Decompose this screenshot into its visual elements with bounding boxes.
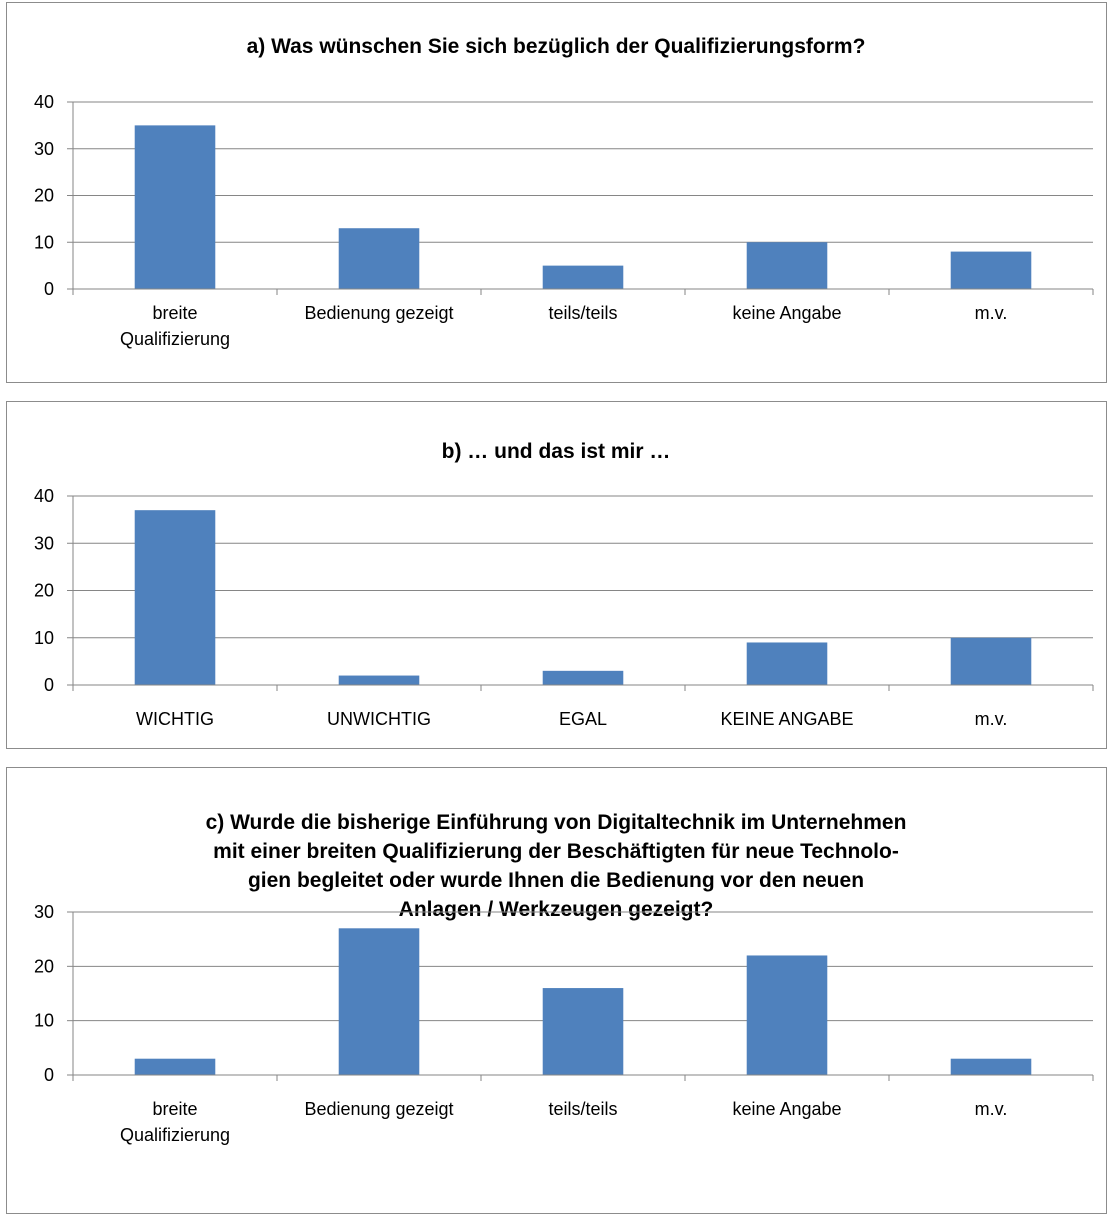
x-tick-label-c-4-0: m.v.	[975, 1099, 1008, 1119]
bar-c-4	[950, 1058, 1032, 1075]
chart-panel-b: b) … und das ist mir … 0 10 20 30 40 WICHTIG UN…	[6, 401, 1107, 749]
x-tick-label-b-2-0: EGAL	[559, 709, 607, 729]
x-tick-label-a-3-0: keine Angabe	[732, 303, 841, 323]
x-tick-label-b-3-0: KEINE ANGABE	[720, 709, 853, 729]
chart-title-c-line-2: gien begleitet oder wurde Ihnen die Bedi…	[248, 869, 864, 892]
x-tick-label-b-4-0: m.v.	[975, 709, 1008, 729]
y-tick-label-b-2: 20	[34, 581, 54, 601]
x-tick-label-c-0-1: Qualifizierung	[120, 1125, 230, 1145]
y-tick-label-a-0: 0	[44, 279, 54, 299]
y-tick-label-c-1: 10	[34, 1011, 54, 1031]
y-tick-label-b-0: 0	[44, 675, 54, 695]
y-tick-label-a-3: 30	[34, 139, 54, 159]
y-tick-label-a-4: 40	[34, 92, 54, 112]
bar-b-4	[950, 637, 1032, 685]
chart-title-b-line-0: b) … und das ist mir …	[442, 440, 671, 463]
y-tick-label-a-2: 20	[34, 186, 54, 206]
x-tick-label-a-1-0: Bedienung gezeigt	[304, 303, 453, 323]
chart-title-a-line-0: a) Was wünschen Sie sich bezüglich der Q…	[247, 35, 866, 58]
bar-c-2	[542, 988, 624, 1075]
x-tick-label-a-0-1: Qualifizierung	[120, 329, 230, 349]
y-tick-label-c-3: 30	[34, 902, 54, 922]
x-tick-label-b-0-0: WICHTIG	[136, 709, 214, 729]
x-tick-label-c-3-0: keine Angabe	[732, 1099, 841, 1119]
x-tick-label-a-2-0: teils/teils	[548, 303, 617, 323]
bar-c-0	[134, 1058, 216, 1075]
chart-title-c-line-3: Anlagen / Werkzeugen gezeigt?	[399, 898, 714, 921]
bar-c-1	[338, 928, 420, 1075]
chart-panel-a: a) Was wünschen Sie sich bezüglich der Q…	[6, 2, 1107, 383]
y-tick-label-b-1: 10	[34, 628, 54, 648]
y-tick-label-b-3: 30	[34, 533, 54, 553]
bar-b-3	[746, 642, 828, 685]
bar-a-4	[950, 251, 1032, 289]
x-tick-label-a-4-0: m.v.	[975, 303, 1008, 323]
bar-b-2	[542, 670, 624, 685]
chart-title-c-line-0: c) Wurde die bisherige Einführung von Di…	[206, 811, 907, 834]
bar-a-1	[338, 228, 420, 289]
bar-chart-a: a) Was wünschen Sie sich bezüglich der Q…	[34, 35, 1094, 349]
bar-chart-b: b) … und das ist mir … 0 10 20 30 40 WICHTIG UN…	[34, 440, 1094, 729]
bar-b-0	[134, 510, 216, 685]
y-tick-label-c-2: 20	[34, 956, 54, 976]
y-tick-label-c-0: 0	[44, 1065, 54, 1085]
x-tick-label-c-0-0: breite	[152, 1099, 197, 1119]
x-tick-label-b-1-0: UNWICHTIG	[327, 709, 431, 729]
x-tick-label-a-0-0: breite	[152, 303, 197, 323]
bar-b-1	[338, 675, 420, 685]
bar-chart-c: c) Wurde die bisherige Einführung von Di…	[34, 811, 1094, 1145]
y-tick-label-b-4: 40	[34, 486, 54, 506]
x-tick-label-c-2-0: teils/teils	[548, 1099, 617, 1119]
bar-a-3	[746, 242, 828, 289]
bar-a-2	[542, 265, 624, 289]
y-tick-label-a-1: 10	[34, 232, 54, 252]
chart-panel-c: c) Wurde die bisherige Einführung von Di…	[6, 767, 1107, 1214]
x-tick-label-c-1-0: Bedienung gezeigt	[304, 1099, 453, 1119]
chart-title-c-line-1: mit einer breiten Qualifizierung der Bes…	[213, 840, 899, 863]
bar-a-0	[134, 125, 216, 289]
bar-c-3	[746, 955, 828, 1075]
